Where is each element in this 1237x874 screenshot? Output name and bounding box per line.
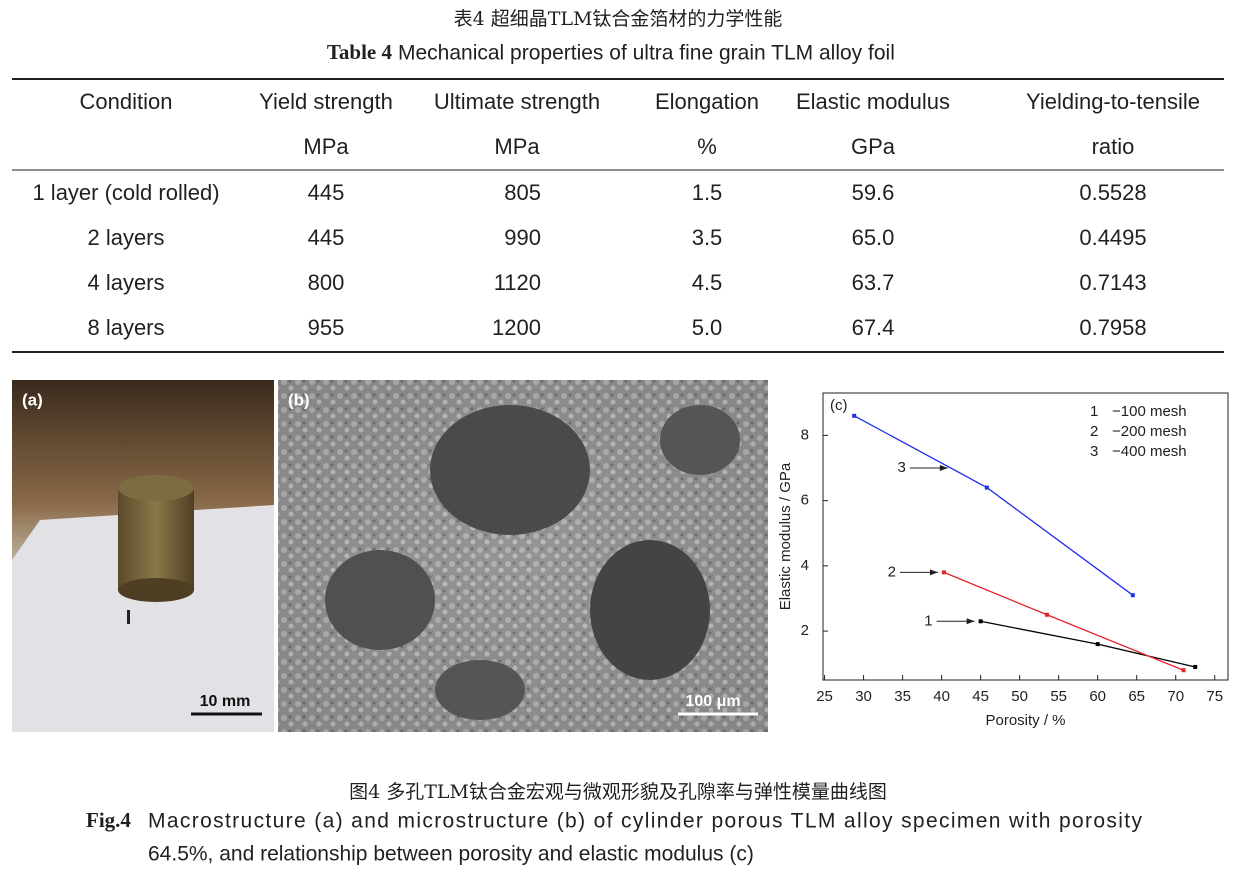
table-caption-label: Table 4 [327,40,393,64]
point [1044,612,1049,617]
table-cell: 1.5 [692,180,723,205]
header-cell: Condition [80,89,173,114]
scale-bar-label: 100 μm [685,693,740,710]
table-cell: 0.5528 [1079,180,1146,205]
point [1193,664,1198,669]
arrow-head [929,569,938,576]
point [1130,593,1135,598]
x-tick-label: 35 [894,688,911,705]
table-cell: 805 [504,180,541,205]
legend-number: 3 [1090,443,1098,460]
header-cell: Elastic modulus [796,89,950,114]
series-line [980,620,1196,668]
table-cell: 59.6 [852,180,895,205]
header-cell: Yielding-to-tensile [1026,89,1200,114]
x-tick-label: 50 [1011,688,1028,705]
legend-label: −200 mesh [1112,423,1187,440]
legend-number: 1 [1090,403,1098,420]
table-cell: 0.4495 [1079,225,1146,250]
header-cell: Elongation [655,89,759,114]
x-tick-label: 60 [1089,688,1106,705]
point [1095,642,1100,647]
header-cell: MPa [303,134,349,159]
table: Condition Yield strength Ultimate strength… [32,89,1200,340]
x-tick-label: 65 [1128,688,1145,705]
figure-caption-text: 64.5%, and relationship between porosity… [148,843,754,866]
figure-caption-label: Fig.4 [86,808,131,832]
table-cell: 955 [308,315,345,340]
table-cell: 4 layers [87,270,164,295]
y-tick-label: 2 [801,622,809,639]
header-cell: GPa [851,134,896,159]
header-cell: % [697,134,717,159]
header-cell: ratio [1092,134,1135,159]
table-cell: 67.4 [852,315,895,340]
header-cell: Ultimate strength [434,89,600,114]
arrow-head [966,618,975,625]
table-cell: 4.5 [692,270,723,295]
series-annotation: 2 [888,563,896,580]
table-cell: 445 [308,180,345,205]
arrow-head [939,465,948,472]
chart: 25 30 35 40 45 50 55 60 65 70 75 2 4 6 8 Porosity / % El… [777,397,1223,729]
table-cell: 3.5 [692,225,723,250]
table-cell: 1 layer (cold rolled) [32,180,219,205]
point [941,570,946,575]
figure-caption-cn: 图4 多孔TLM钛合金宏观与微观形貌及孔隙率与弹性模量曲线图 [349,781,887,803]
y-tick-label: 6 [801,492,809,509]
panel-label: (a) [22,390,43,409]
point [984,485,989,490]
table-caption-text: Mechanical properties of ultra fine grai… [398,42,895,65]
x-tick-label: 70 [1167,688,1184,705]
table-cell: 990 [504,225,541,250]
plot-frame [822,392,1229,681]
photo-a [12,380,274,732]
point [852,413,857,418]
header-cell: Yield strength [259,89,393,114]
header-cell: MPa [494,134,540,159]
x-tick-label: 75 [1206,688,1223,705]
table-cell: 0.7958 [1079,315,1146,340]
y-tick-label: 8 [801,426,809,443]
table-cell: 800 [308,270,345,295]
x-tick-label: 40 [933,688,950,705]
table-cell: 2 layers [87,225,164,250]
photo-b [278,380,768,732]
table-cell: 8 layers [87,315,164,340]
x-tick-label: 30 [855,688,872,705]
legend-number: 2 [1090,423,1098,440]
table-cell: 65.0 [852,225,895,250]
table-cell: 0.7143 [1079,270,1146,295]
figure-caption-text: Macrostructure (a) and microstructure (b… [148,810,1143,833]
table-cell: 5.0 [692,315,723,340]
panel-label: (b) [288,390,310,409]
series-annotation: 3 [898,459,906,476]
series-annotation: 1 [924,612,932,629]
table-cell: 1120 [494,270,541,295]
x-axis-title: Porosity / % [985,712,1065,729]
y-axis-title: Elastic modulus / GPa [777,462,794,610]
legend-label: −400 mesh [1112,443,1187,460]
point [978,619,983,624]
panel-label: (c) [830,397,848,414]
legend-label: −100 mesh [1112,403,1187,420]
x-tick-label: 25 [816,688,833,705]
table-cell: 445 [308,225,345,250]
scale-bar-label: 10 mm [200,693,251,710]
table-cell: 63.7 [852,270,895,295]
point [1181,668,1186,673]
table-cell: 1200 [492,315,541,340]
y-tick-label: 4 [801,557,809,574]
x-tick-label: 55 [1050,688,1067,705]
x-tick-label: 45 [972,688,989,705]
table-caption-cn: 表4 超细晶TLM钛合金箔材的力学性能 [454,8,783,30]
